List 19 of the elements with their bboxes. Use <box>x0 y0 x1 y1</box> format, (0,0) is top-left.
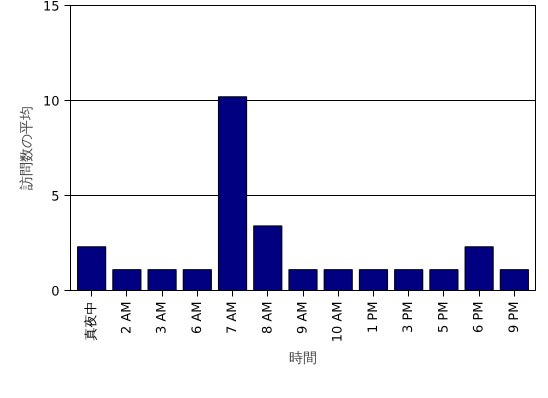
x-tick-label: 3 PM <box>401 301 416 333</box>
x-tick-label: 6 PM <box>472 301 487 333</box>
x-tick-label: 10 AM <box>330 301 346 342</box>
x-tick-label: 9 PM <box>506 301 522 333</box>
x-tick-label: 8 AM <box>260 301 276 334</box>
x-tick-label: 2 AM <box>119 301 134 334</box>
x-tick-label: 3 AM <box>154 301 170 334</box>
x-tick-label: 1 PM <box>366 301 381 333</box>
x-tick-label: 9 AM <box>296 301 310 334</box>
x-tick-label: 真夜中 <box>83 302 100 340</box>
y-tick-label: 5 <box>51 190 60 204</box>
y-tick-label: 15 <box>42 0 60 14</box>
y-tick-label: 10 <box>42 94 60 110</box>
y-tick-label: 0 <box>51 284 60 300</box>
x-tick-label: 6 AM <box>190 301 205 334</box>
y-axis-title: 訪問数の平均 <box>18 106 35 190</box>
x-tick-label: 7 AM <box>225 301 240 334</box>
x-tick-label: 5 PM <box>436 301 452 333</box>
x-axis-title: 時間 <box>289 350 317 366</box>
